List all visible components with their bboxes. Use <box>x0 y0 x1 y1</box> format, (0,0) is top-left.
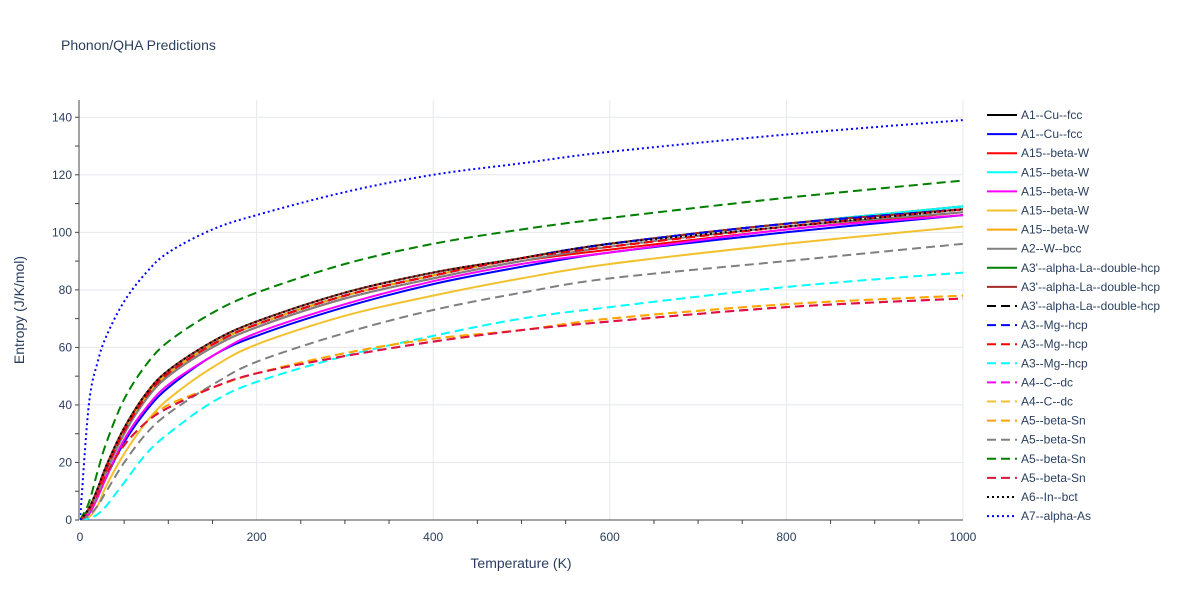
y-tick-label: 80 <box>59 283 73 297</box>
series-line-19 <box>80 179 964 520</box>
legend-item[interactable]: A15--beta-W <box>987 165 1090 179</box>
legend-item[interactable]: A3--Mg--hcp <box>987 337 1088 351</box>
legend-item[interactable]: A4--C--dc <box>987 395 1073 409</box>
x-tick-label: 600 <box>600 530 620 544</box>
legend-item[interactable]: A15--beta-W <box>987 184 1090 198</box>
series-line-20 <box>80 297 964 520</box>
legend-item[interactable]: A3--Mg--hcp <box>987 318 1088 332</box>
legend-label: A3--Mg--hcp <box>1021 318 1088 332</box>
y-tick-label: 0 <box>65 513 72 527</box>
legend-item[interactable]: A15--beta-W <box>987 146 1090 160</box>
y-tick-label: 60 <box>59 340 73 354</box>
legend-label: A7--alpha-As <box>1021 509 1091 523</box>
x-tick-label: 1000 <box>950 530 977 544</box>
legend-item[interactable]: A3'--alpha-La--double-hcp <box>987 280 1160 294</box>
x-tick-label: 0 <box>77 530 84 544</box>
series-line-14 <box>80 271 964 520</box>
legend-label: A5--beta-Sn <box>1021 433 1086 447</box>
x-tick-label: 800 <box>776 530 796 544</box>
chart-title: Phonon/QHA Predictions <box>61 37 216 53</box>
legend-item[interactable]: A4--C--dc <box>987 375 1073 389</box>
legend-item[interactable]: A5--beta-Sn <box>987 452 1086 466</box>
legend-item[interactable]: A3--Mg--hcp <box>987 356 1088 370</box>
y-tick-label: 100 <box>52 225 72 239</box>
series-line-6 <box>80 225 964 520</box>
legend-item[interactable]: A3'--alpha-La--double-hcp <box>987 261 1160 275</box>
legend-item[interactable]: A1--Cu--fcc <box>987 108 1082 122</box>
x-axis-title: Temperature (K) <box>470 555 571 571</box>
legend-label: A15--beta-W <box>1021 204 1090 218</box>
legend-item[interactable]: A15--beta-W <box>987 223 1090 237</box>
series-layer <box>80 119 964 520</box>
legend-label: A3'--alpha-La--double-hcp <box>1021 299 1160 313</box>
legend-label: A4--C--dc <box>1021 375 1073 389</box>
legend-label: A5--beta-Sn <box>1021 471 1086 485</box>
legend-label: A15--beta-W <box>1021 184 1090 198</box>
legend-item[interactable]: A15--beta-W <box>987 204 1090 218</box>
legend-label: A4--C--dc <box>1021 395 1073 409</box>
legend-item[interactable]: A3'--alpha-La--double-hcp <box>987 299 1160 313</box>
legend-label: A15--beta-W <box>1021 165 1090 179</box>
legend-label: A3--Mg--hcp <box>1021 337 1088 351</box>
series-line-13 <box>80 208 964 520</box>
legend: A1--Cu--fcc A1--Cu--fcc A15--beta-W A15--be… <box>987 108 1160 523</box>
series-line-18 <box>80 242 964 520</box>
legend-label: A1--Cu--fcc <box>1021 108 1082 122</box>
legend-label: A15--beta-W <box>1021 146 1090 160</box>
legend-label: A6--In--bct <box>1021 490 1078 504</box>
legend-label: A3'--alpha-La--double-hcp <box>1021 261 1160 275</box>
legend-item[interactable]: A5--beta-Sn <box>987 433 1086 447</box>
x-tick-label: 400 <box>423 530 443 544</box>
legend-label: A3'--alpha-La--double-hcp <box>1021 280 1160 294</box>
grid-layer <box>80 100 964 520</box>
x-tick-label: 200 <box>247 530 267 544</box>
y-tick-label: 140 <box>52 110 72 124</box>
series-line-5 <box>80 214 964 520</box>
y-tick-label: 120 <box>52 168 72 182</box>
legend-item[interactable]: A2--W--bcc <box>987 242 1081 256</box>
series-line-21 <box>80 208 964 520</box>
legend-label: A5--beta-Sn <box>1021 414 1086 428</box>
legend-item[interactable]: A7--alpha-As <box>987 509 1091 523</box>
y-tick-label: 40 <box>59 398 73 412</box>
legend-label: A2--W--bcc <box>1021 242 1081 256</box>
legend-label: A1--Cu--fcc <box>1021 127 1082 141</box>
legend-label: A15--beta-W <box>1021 223 1090 237</box>
legend-item[interactable]: A5--beta-Sn <box>987 414 1086 428</box>
legend-item[interactable]: A1--Cu--fcc <box>987 127 1082 141</box>
legend-label: A3--Mg--hcp <box>1021 356 1088 370</box>
y-tick-label: 20 <box>59 455 73 469</box>
legend-label: A5--beta-Sn <box>1021 452 1086 466</box>
legend-item[interactable]: A5--beta-Sn <box>987 471 1086 485</box>
axis-layer: 0 200 400 600 800 1000 0 20 40 60 80 100 120 140 <box>52 100 977 544</box>
legend-item[interactable]: A6--In--bct <box>987 490 1078 504</box>
y-axis-title: Entropy (J/K/mol) <box>11 256 27 364</box>
series-line-22 <box>80 119 964 520</box>
